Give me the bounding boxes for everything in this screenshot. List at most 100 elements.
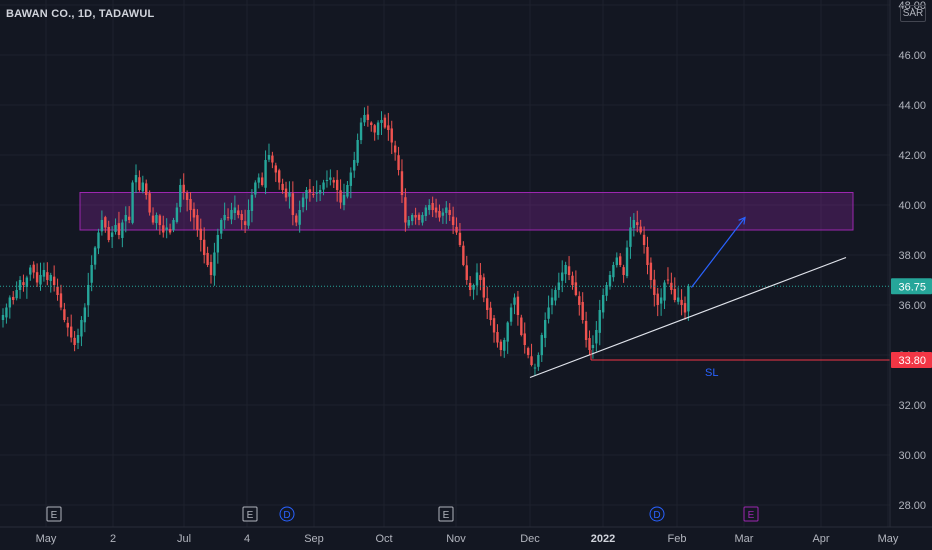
dividend-marker[interactable]: D bbox=[649, 506, 665, 522]
earnings-marker-shape bbox=[438, 506, 454, 522]
price-axis: 48.0046.0044.0042.0040.0038.0036.0034.00… bbox=[889, 0, 932, 527]
candle-body bbox=[267, 155, 271, 160]
candle-body bbox=[73, 337, 76, 345]
time-tick-label: Mar bbox=[735, 533, 754, 545]
candle-body bbox=[185, 192, 189, 200]
candle-body bbox=[93, 247, 97, 265]
candle-body bbox=[424, 207, 428, 217]
earnings-marker-letter: E bbox=[247, 510, 254, 521]
time-tick-label: Jul bbox=[177, 533, 191, 545]
candle-body bbox=[468, 282, 472, 290]
candle-body bbox=[29, 267, 32, 275]
candle-body bbox=[530, 356, 533, 365]
candle-body bbox=[359, 122, 363, 141]
earnings-marker-letter: E bbox=[748, 510, 755, 521]
price-label-box bbox=[891, 278, 932, 295]
candle-body bbox=[295, 215, 298, 223]
candle-body bbox=[192, 208, 196, 218]
time-tick-label: Oct bbox=[375, 533, 392, 545]
earnings-marker[interactable]: E bbox=[46, 506, 62, 522]
time-tick-label: 4 bbox=[244, 533, 250, 545]
candle-body bbox=[659, 297, 663, 304]
earnings-marker-letter: E bbox=[443, 510, 450, 521]
candle-body bbox=[257, 177, 260, 183]
chart-grid bbox=[0, 0, 890, 527]
candle-body bbox=[567, 266, 571, 275]
candle-body bbox=[237, 210, 240, 215]
candle-body bbox=[622, 267, 625, 275]
candle-body bbox=[441, 212, 445, 216]
candle-body bbox=[213, 252, 216, 276]
candle-body bbox=[131, 182, 134, 223]
candle-body bbox=[656, 293, 659, 305]
candle-body bbox=[414, 215, 417, 218]
candle-body bbox=[680, 299, 683, 305]
candle-body bbox=[172, 220, 175, 231]
candle-body bbox=[138, 177, 141, 190]
candle-body bbox=[107, 226, 110, 240]
earnings-marker-letter: E bbox=[51, 510, 58, 521]
resistance-zone-layer bbox=[79, 192, 854, 231]
earnings-marker[interactable]: E bbox=[438, 506, 454, 522]
candle-body bbox=[46, 272, 49, 280]
candle-body bbox=[315, 192, 318, 194]
candle-body bbox=[346, 185, 349, 197]
dividend-marker-shape bbox=[279, 506, 295, 522]
candle-body bbox=[465, 265, 468, 280]
candle-body bbox=[390, 128, 393, 143]
candle-body bbox=[561, 272, 564, 281]
candle-body bbox=[196, 215, 199, 230]
candle-body bbox=[281, 183, 284, 190]
candle-body bbox=[22, 282, 25, 285]
price-tick-label: 30.00 bbox=[898, 450, 926, 462]
candle-body bbox=[284, 188, 288, 198]
candle-body bbox=[598, 310, 601, 333]
time-tick-label: Nov bbox=[446, 533, 466, 545]
candle-body bbox=[663, 282, 666, 301]
candle-body bbox=[25, 277, 29, 288]
price-tick-label: 46.00 bbox=[898, 50, 926, 62]
price-tick-label: 40.00 bbox=[898, 200, 926, 212]
earnings-marker[interactable]: E bbox=[242, 506, 258, 522]
candle-body bbox=[87, 285, 90, 306]
candle-body bbox=[158, 215, 162, 225]
candle-body bbox=[431, 203, 434, 210]
candle-body bbox=[155, 215, 158, 224]
candle-body bbox=[428, 205, 431, 210]
symbol-title[interactable]: BAWAN CO., 1D, TADAWUL bbox=[6, 8, 155, 20]
candle-body bbox=[601, 295, 605, 313]
candle-body bbox=[380, 120, 383, 123]
candle-body bbox=[387, 125, 390, 130]
earnings-marker-shape bbox=[242, 506, 258, 522]
currency-badge[interactable]: SAR bbox=[900, 5, 926, 22]
candle-body bbox=[35, 272, 39, 283]
candle-body bbox=[639, 226, 642, 233]
earnings-marker[interactable]: E bbox=[743, 506, 759, 522]
time-tick-label: May bbox=[878, 533, 899, 545]
candle-body bbox=[124, 215, 127, 222]
candle-body bbox=[434, 207, 438, 213]
candle-body bbox=[141, 182, 145, 192]
dividend-marker[interactable]: D bbox=[279, 506, 295, 522]
candle-body bbox=[1, 315, 5, 320]
candle-body bbox=[676, 297, 680, 302]
candle-body bbox=[574, 282, 578, 295]
candle-body bbox=[687, 286, 690, 312]
candle-body bbox=[492, 318, 496, 333]
candle-body bbox=[12, 296, 15, 300]
candle-body bbox=[526, 348, 530, 355]
price-label-text: 36.75 bbox=[898, 281, 926, 293]
candle-body bbox=[397, 155, 400, 170]
candle-body bbox=[451, 216, 455, 225]
candle-body bbox=[134, 175, 138, 183]
price-tick-label: 44.00 bbox=[898, 100, 926, 112]
candle-body bbox=[489, 307, 492, 320]
earnings-marker-shape bbox=[46, 506, 62, 522]
candle-body bbox=[145, 183, 148, 195]
candles-layer bbox=[1, 105, 690, 376]
price-tick-label: 42.00 bbox=[898, 150, 926, 162]
candle-body bbox=[342, 195, 346, 206]
candle-body bbox=[513, 297, 516, 305]
time-tick-label: 2 bbox=[110, 533, 116, 545]
